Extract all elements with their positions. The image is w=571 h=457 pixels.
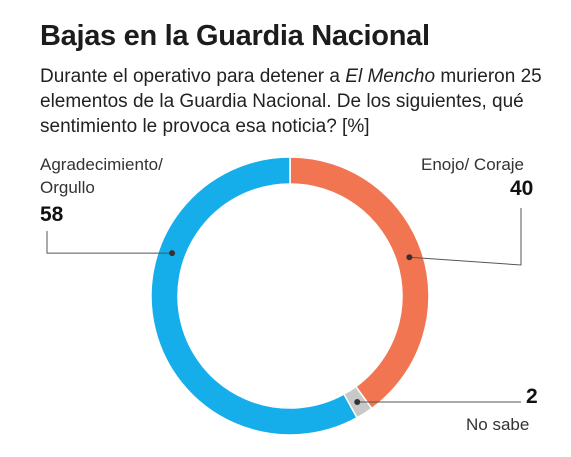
label-agradecimiento-line2: Orgullo	[40, 178, 95, 197]
leader-dot-enojo	[406, 254, 413, 261]
value-enojo: 40	[510, 177, 534, 200]
leader-dot-nosabe	[354, 398, 361, 405]
leader-line-enojo	[409, 208, 522, 266]
subtitle-text-end: murieron 25 elementos de la Guardia Naci…	[40, 66, 542, 137]
leader-dot-agradecimiento	[169, 250, 176, 257]
label-enojo: Enojo/ Coraje	[421, 155, 525, 174]
leader-line-agradecimiento	[46, 231, 173, 254]
chart-title: Bajas en la Guardia Nacional	[40, 20, 430, 52]
chart-subtitle: Durante el operativo para detener a El M…	[40, 64, 550, 139]
donut-slice-0	[289, 156, 430, 410]
leader-lines	[46, 208, 522, 405]
label-agradecimiento-line1: Agradecimiento/	[40, 155, 163, 174]
value-nosabe: 2	[526, 385, 538, 408]
label-nosabe: No sabe	[466, 415, 530, 434]
donut-slice-2	[150, 156, 358, 436]
donut-slices	[150, 156, 430, 436]
subtitle-text-start: Durante el operativo para detener a	[40, 66, 346, 87]
value-agradecimiento: 58	[40, 203, 64, 226]
subtitle-emphasis: El Mencho	[345, 66, 436, 87]
